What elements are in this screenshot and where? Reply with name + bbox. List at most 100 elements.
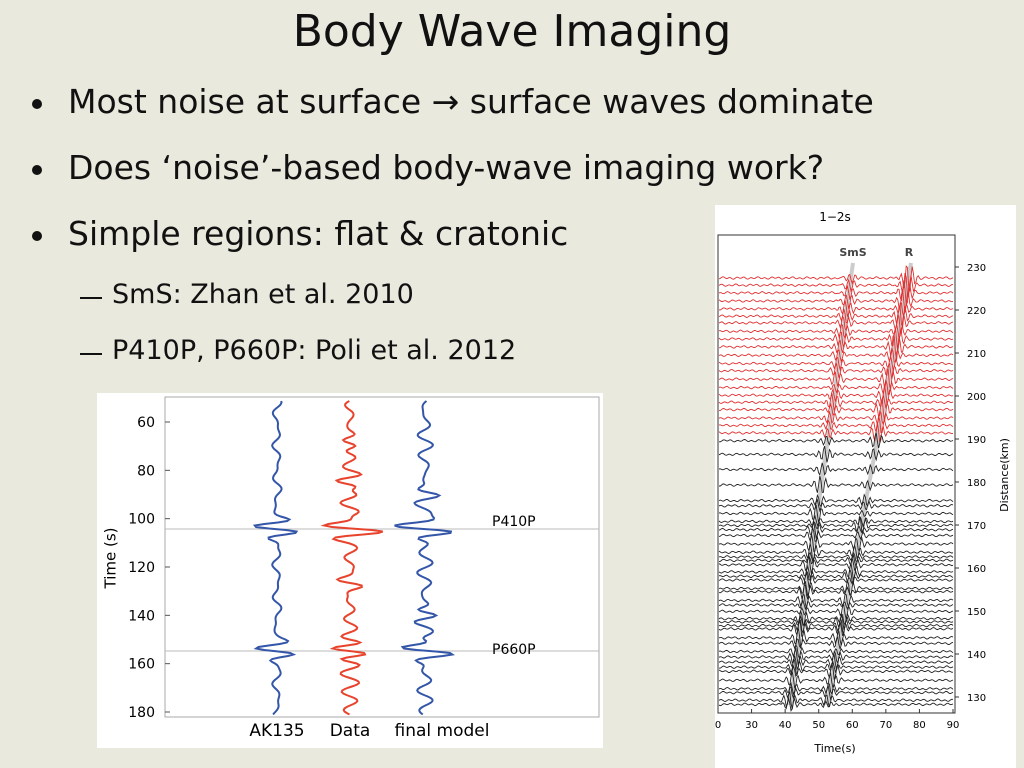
seismogram — [718, 610, 954, 627]
seismogram — [718, 614, 954, 631]
seismogram — [718, 604, 954, 620]
y-tick-label: 80 — [137, 463, 155, 479]
seismogram — [718, 272, 954, 298]
seismogram — [718, 409, 954, 427]
y-tick-label: 160 — [967, 564, 986, 575]
waveform — [320, 400, 384, 716]
waveform — [252, 400, 299, 716]
seismogram — [718, 328, 954, 352]
seismogram — [718, 671, 954, 689]
seismogram — [718, 445, 954, 463]
sub-bullet: P410P, P660P: Poli et al. 2012 — [112, 335, 517, 366]
figure-title: 1−2s — [819, 210, 851, 224]
plot-frame — [164, 396, 600, 718]
y-tick-label: 60 — [137, 415, 155, 431]
seismogram — [718, 515, 954, 535]
seismogram — [719, 398, 954, 422]
seismogram — [718, 599, 954, 611]
y-axis-label: Time (s) — [102, 528, 120, 590]
phase-label: P660P — [492, 642, 536, 658]
right-figure: 1−2s SmS R Distance(km) Time(s) 230 220 21… — [715, 205, 1016, 768]
sub-bullet: SmS: Zhan et al. 2010 — [112, 279, 414, 310]
sub-bullet-dash — [80, 353, 102, 355]
seismogram — [718, 379, 954, 396]
y-tick-label: 100 — [128, 512, 155, 528]
seismogram — [718, 583, 954, 600]
bullet: Does ‘noise’-based body-wave imaging wor… — [68, 148, 825, 187]
y-tick-label: 140 — [128, 608, 155, 624]
seismogram — [718, 393, 954, 411]
y-tick-label: 120 — [128, 560, 155, 576]
seismogram — [718, 644, 954, 660]
x-tick-label: 90 — [947, 720, 960, 731]
seismogram — [718, 619, 954, 638]
seismogram — [718, 362, 954, 380]
seismogram — [718, 368, 954, 391]
trace-label: Data — [330, 721, 371, 741]
seismogram — [719, 553, 954, 569]
left-figure: Time (s) P410P P660P AK135 Data final mo… — [97, 393, 603, 748]
seismogram — [718, 691, 954, 710]
slide-title: Body Wave Imaging — [292, 6, 732, 57]
seismogram — [718, 462, 954, 477]
y-tick-label: 160 — [128, 657, 155, 673]
seismogram — [718, 323, 954, 340]
trace-label: AK135 — [249, 721, 304, 741]
y-tick-label: 210 — [967, 349, 986, 360]
seismogram — [718, 415, 954, 433]
y-tick-label: 130 — [967, 693, 986, 704]
seismogram — [718, 333, 954, 361]
seismogram — [718, 567, 954, 584]
seismogram — [718, 493, 954, 508]
seismogram — [718, 593, 954, 609]
seismogram — [718, 648, 954, 665]
plot-frame — [717, 234, 956, 714]
x-tick-label: 70 — [879, 720, 892, 731]
seismogram — [718, 265, 954, 292]
y-axis-label: Distance(km) — [998, 438, 1011, 512]
y-tick-label: 230 — [967, 263, 986, 274]
x-axis-label: Time(s) — [813, 742, 855, 755]
y-tick-label: 220 — [967, 306, 986, 317]
y-tick-label: 170 — [967, 521, 986, 532]
seismogram — [718, 562, 954, 581]
x-tick-label: 0 — [715, 720, 721, 731]
seismogram — [718, 498, 954, 513]
seismogram — [718, 514, 954, 528]
seismogram — [718, 422, 954, 444]
phase-label: P410P — [492, 514, 536, 530]
bullet-dot — [32, 99, 42, 109]
phase-label: SmS — [839, 246, 866, 259]
bullet: Simple regions: flat & cratonic — [68, 214, 569, 253]
seismogram — [718, 280, 954, 307]
sub-bullet-dash — [80, 297, 102, 299]
x-tick-label: 40 — [779, 720, 792, 731]
seismogram — [718, 696, 954, 712]
seismogram — [718, 432, 954, 449]
seismogram — [718, 551, 954, 563]
seismogram — [718, 534, 954, 553]
seismogram — [718, 356, 954, 372]
seismogram — [718, 504, 954, 523]
seismogram — [718, 304, 954, 328]
x-tick-label: 30 — [745, 720, 758, 731]
bullet-dot — [32, 165, 42, 175]
y-tick-label: 180 — [128, 705, 155, 721]
seismogram — [718, 521, 954, 539]
seismogram — [718, 662, 954, 680]
seismogram — [718, 300, 954, 318]
waveform — [394, 400, 456, 716]
y-tick-label: 140 — [967, 650, 986, 661]
y-tick-label: 200 — [967, 392, 986, 403]
figure-background — [97, 393, 603, 748]
x-tick-label: 50 — [812, 720, 825, 731]
y-tick-label: 190 — [967, 435, 986, 446]
seismogram — [718, 580, 954, 597]
seismogram — [718, 543, 954, 562]
trace-label: final model — [395, 721, 490, 741]
seismogram — [718, 289, 954, 313]
phase-label: R — [905, 246, 914, 259]
y-tick-label: 180 — [967, 478, 986, 489]
x-tick-label: 80 — [913, 720, 926, 731]
